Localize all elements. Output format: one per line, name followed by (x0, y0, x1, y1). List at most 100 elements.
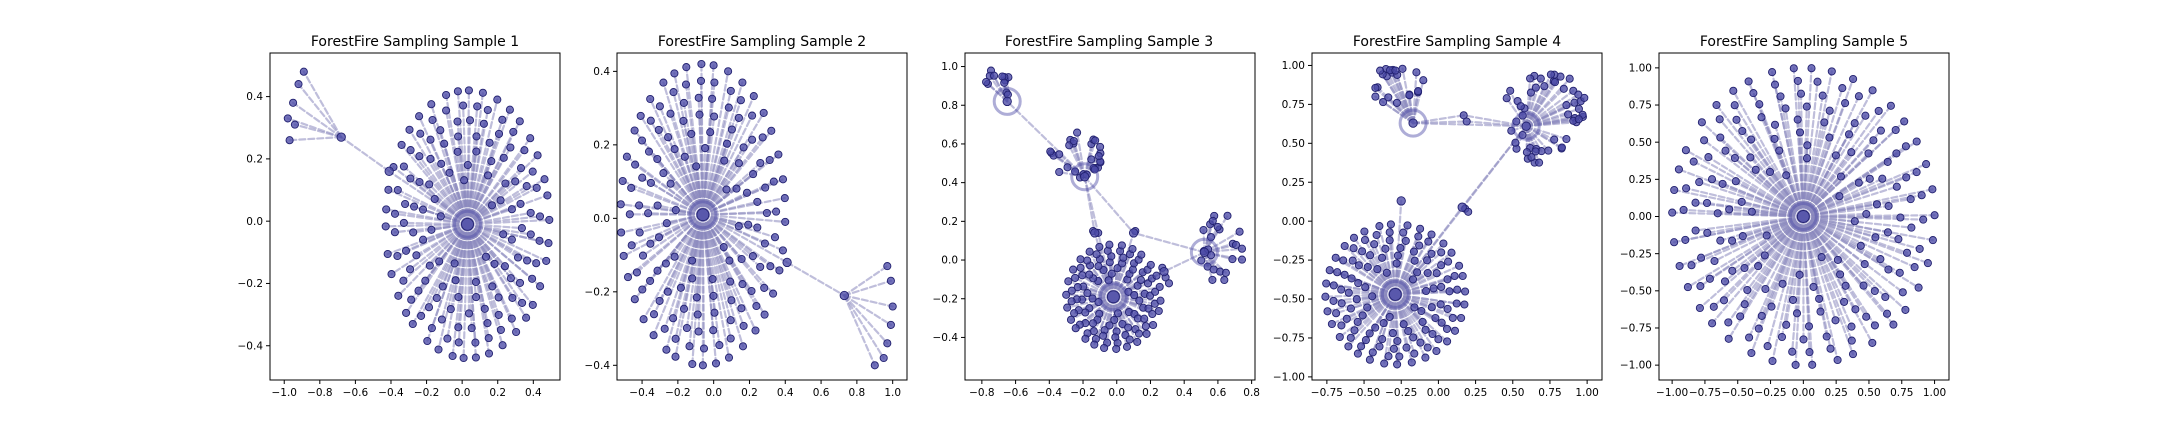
graph-edge (701, 81, 744, 216)
graph-edge (1802, 163, 1928, 218)
graph-node (751, 326, 760, 335)
graph-node (1716, 236, 1725, 245)
graph-node (1055, 150, 1064, 159)
graph-node (401, 199, 410, 209)
graph-edge (402, 223, 469, 282)
graph-node (483, 171, 493, 180)
graph-node (726, 334, 735, 343)
graph-node (426, 154, 435, 163)
graph-node (1762, 231, 1771, 240)
graph-node (772, 207, 781, 216)
graph-edge (1802, 215, 1814, 366)
graph-node (1135, 296, 1144, 305)
graph-node (759, 108, 768, 117)
graph-node (1844, 130, 1854, 139)
graph-edge (466, 178, 546, 226)
graph-edge (466, 120, 521, 226)
graph-node (762, 208, 771, 218)
graph-edge (385, 208, 469, 226)
graph-node (459, 353, 468, 363)
graph-node (1381, 244, 1390, 253)
y-tick-label: −1.00 (1620, 360, 1652, 372)
graph-node (1148, 309, 1157, 319)
graph-node (1743, 285, 1752, 295)
graph-node (1683, 283, 1692, 292)
graph-node (290, 120, 299, 129)
graph-node (496, 325, 505, 334)
graph-node (726, 316, 735, 325)
graph-node (1518, 130, 1527, 140)
graph-node (1389, 344, 1398, 353)
graph-edge (466, 137, 532, 226)
graph-node (1423, 268, 1432, 278)
graph-node (1208, 275, 1217, 284)
graph-node (1793, 115, 1802, 124)
hub-halo (1070, 162, 1100, 192)
graph-node (1363, 303, 1372, 312)
hub-node (1408, 118, 1418, 128)
graph-node (1796, 89, 1806, 98)
graph-node (532, 183, 541, 192)
graph-node (1775, 146, 1784, 155)
graph-node (1462, 117, 1471, 126)
hub-halo (1098, 282, 1128, 312)
hub-node (1199, 247, 1210, 257)
graph-node (1452, 299, 1461, 308)
hub-halo (453, 209, 482, 239)
graph-edge (1088, 250, 1115, 298)
graph-edge (1732, 89, 1805, 218)
graph-node (1414, 232, 1423, 241)
graph-edge (1394, 264, 1461, 296)
graph-node (1237, 244, 1247, 253)
hub-node (1080, 172, 1090, 182)
graph-node (1930, 211, 1939, 220)
graph-node (1335, 332, 1344, 342)
graph-edge (619, 203, 705, 216)
graph-node (1405, 91, 1414, 100)
graph-node (454, 323, 463, 332)
graph-node (1094, 262, 1103, 271)
graph-node (1064, 277, 1073, 286)
graph-node (1674, 165, 1683, 174)
graph-edge (665, 213, 705, 351)
graph-edge (673, 72, 705, 216)
graph-node (1901, 305, 1910, 314)
graph-node (709, 61, 718, 70)
graph-node (1333, 268, 1342, 277)
graph-node (509, 127, 518, 136)
graph-node (1146, 260, 1155, 269)
graph-edge (445, 93, 469, 226)
graph-node (1847, 322, 1856, 331)
graph-node (646, 94, 655, 104)
graph-edge (1394, 69, 1415, 125)
x-tick-label: −0.2 (665, 387, 691, 399)
graph-node (1901, 142, 1910, 151)
graph-node (1892, 149, 1901, 158)
graph-edge (340, 136, 391, 173)
graph-node (1923, 259, 1932, 268)
graph-node (515, 117, 524, 126)
y-tick-label: 1.00 (1282, 60, 1305, 72)
graph-edge (633, 129, 705, 216)
graph-node (1732, 115, 1741, 124)
x-tick-label: −0.8 (307, 387, 333, 399)
graph-node (472, 293, 481, 302)
graph-node (1720, 277, 1730, 286)
graph-edge (1505, 97, 1528, 128)
graph-node (1562, 101, 1571, 110)
x-tick-label: −0.50 (1722, 387, 1754, 399)
graph-edge (639, 114, 705, 216)
graph-edge (466, 108, 511, 226)
graph-node (1874, 106, 1883, 115)
graph-node (1907, 223, 1916, 232)
graph-node (654, 233, 664, 242)
x-tick-label: −0.75 (1311, 387, 1343, 399)
graph-node (1095, 242, 1104, 251)
graph-node (774, 150, 783, 159)
graph-node (1071, 273, 1080, 282)
graph-node (1895, 268, 1904, 277)
graph-node (1826, 344, 1835, 353)
graph-node (639, 315, 648, 324)
graph-edge (701, 94, 755, 216)
graph-edge (390, 223, 469, 276)
